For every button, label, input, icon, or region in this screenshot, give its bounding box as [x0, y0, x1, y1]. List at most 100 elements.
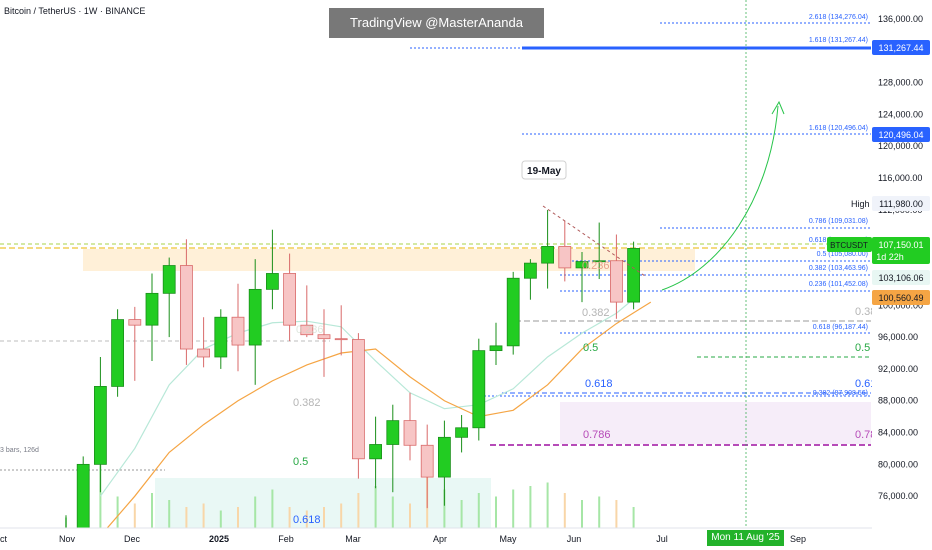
volume-bar [409, 503, 411, 528]
svg-text:BTCUSDT: BTCUSDT [830, 241, 868, 250]
tag-last: 107,150.01 1d 22h [872, 237, 930, 264]
volume-bar [271, 489, 274, 528]
candle [558, 220, 572, 282]
volume-bar [151, 493, 153, 528]
volume-bar [340, 503, 343, 528]
candle-body [575, 261, 589, 269]
candle [489, 322, 503, 365]
time-tick-label: Jun [567, 534, 582, 544]
candle-body [437, 436, 451, 478]
fib-05-label-a: 0.5 [583, 342, 598, 354]
price-tick-label: 100,000.00 [878, 300, 923, 310]
volume-bar [202, 503, 205, 528]
candle [128, 306, 142, 381]
time-tick-label: 2025 [209, 534, 229, 544]
candle-body [592, 260, 606, 263]
candle-body [403, 420, 417, 446]
time-tick-label: Nov [59, 534, 76, 544]
candle [403, 392, 417, 461]
svg-text:100,560.49: 100,560.49 [878, 293, 923, 303]
time-axis: ct Nov Dec 2025 Feb Mar Apr May Jun Jul Sep [0, 534, 806, 544]
volume-bar [563, 493, 566, 528]
price-tick-label: 80,000.00 [878, 459, 918, 469]
fib-0382-label-b: 0.382 [293, 397, 321, 409]
candle [541, 209, 554, 289]
candle-body [524, 262, 537, 279]
time-tick-label: Jul [656, 534, 668, 544]
volume-bar [529, 486, 532, 528]
tag-symbol: BTCUSDT [827, 237, 872, 252]
retr-0382b-label: 0.382 (87,908.56) [813, 390, 868, 397]
candle [351, 333, 365, 479]
projection-arrow-head [771, 100, 785, 115]
fib-0618-label-a: 0.618 [585, 378, 613, 390]
ext-2618-label: 2.618 (134,276.04) [809, 14, 868, 21]
time-axis-bg [0, 528, 932, 550]
candle [231, 283, 245, 372]
candle-body [489, 345, 503, 352]
retr-0382-label: 0.382 (103,463.96) [809, 265, 868, 272]
projection-arrow [661, 105, 779, 291]
candle [386, 404, 400, 493]
fib-0618-label-b: 0.618 [293, 514, 321, 526]
fib-0786-label-a: 0.786 [583, 429, 611, 441]
time-tick-label: Sep [790, 534, 806, 544]
candle [111, 309, 124, 397]
retr-0786-label: 0.786 (109,031.08) [809, 218, 868, 225]
symbol-title[interactable]: Bitcoin / TetherUS · 1W · BINANCE [4, 6, 146, 16]
candle [197, 317, 211, 368]
volume-bar [323, 507, 325, 528]
candle-body [610, 260, 623, 303]
price-tick-label: 116,000.00 [878, 173, 922, 183]
svg-text:103,106.06: 103,106.06 [878, 273, 923, 283]
may-high-trendline [542, 205, 646, 277]
candle-body [197, 348, 211, 358]
volume-bar [237, 507, 239, 528]
candle-body [128, 319, 142, 326]
time-tick-label: May [499, 534, 517, 544]
high-label: High [851, 199, 870, 209]
volume-bar [185, 507, 188, 528]
price-tick-label: 92,000.00 [878, 364, 918, 374]
candle-body [162, 265, 176, 294]
candle [300, 285, 314, 338]
candle-body [179, 265, 193, 350]
candle [248, 259, 262, 385]
support-zone [560, 402, 871, 444]
candle [455, 415, 469, 453]
candle [472, 338, 486, 441]
candle [179, 239, 193, 365]
price-tick-label: 96,000.00 [878, 332, 918, 342]
tag-131: 131,267.44 [872, 40, 930, 55]
candle-body [541, 246, 554, 264]
fib-0382-label-c: 0.38 [855, 306, 876, 318]
volume-bar [460, 500, 463, 528]
candle-body [369, 444, 383, 460]
moving-averages [99, 298, 652, 537]
svg-text:120,496.04: 120,496.04 [878, 130, 923, 140]
tag-100: 100,560.49 [872, 290, 930, 305]
ext-1618-label-b: 1.618 (120,496.04) [809, 125, 868, 132]
retr-0618b-label: 0.618 (96,187.44) [813, 324, 868, 331]
volume-bar [357, 493, 360, 528]
candle [265, 229, 279, 310]
may19-callout: 19-May [521, 160, 567, 180]
price-tick-label: 136,000.00 [878, 14, 923, 24]
candle [592, 222, 606, 280]
volume-bar [581, 500, 583, 528]
svg-text:107,150.01: 107,150.01 [878, 240, 923, 250]
volume-bar [133, 503, 136, 528]
volume-bar [546, 482, 549, 528]
candle [420, 424, 434, 509]
volume-bar [116, 496, 119, 528]
fib-05-label-c: 0.5 [293, 456, 308, 468]
svg-text:131,267.44: 131,267.44 [878, 43, 923, 53]
fib-05-label-b: 0.5 [855, 342, 870, 354]
candle-body [145, 292, 159, 326]
volume-bar [288, 507, 291, 528]
time-tick-label: Dec [124, 534, 141, 544]
fib-0236-label: 0.236 [582, 260, 610, 272]
candle-body [111, 319, 124, 387]
volume-bar [512, 489, 515, 528]
